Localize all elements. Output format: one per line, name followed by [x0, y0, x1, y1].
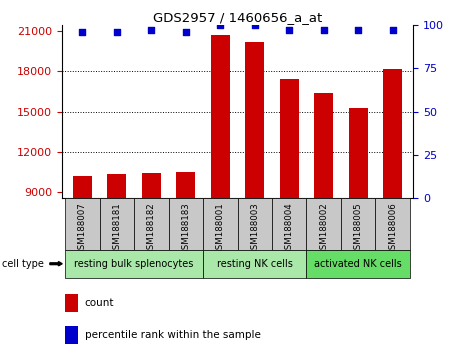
Bar — [65, 198, 100, 250]
Bar — [341, 198, 375, 250]
Text: GSM188003: GSM188003 — [250, 202, 259, 255]
Text: resting bulk splenocytes: resting bulk splenocytes — [75, 259, 194, 269]
Bar — [211, 35, 230, 198]
Text: percentile rank within the sample: percentile rank within the sample — [85, 330, 260, 340]
Point — [148, 27, 155, 33]
Text: GSM188183: GSM188183 — [181, 202, 190, 255]
Bar — [65, 250, 203, 278]
Bar — [73, 176, 92, 198]
Bar — [238, 198, 272, 250]
Bar — [375, 198, 410, 250]
Text: GSM188004: GSM188004 — [285, 202, 294, 255]
Point — [354, 27, 362, 33]
Text: cell type: cell type — [2, 259, 44, 269]
Point — [113, 29, 121, 35]
Text: GSM188006: GSM188006 — [388, 202, 397, 255]
Title: GDS2957 / 1460656_a_at: GDS2957 / 1460656_a_at — [153, 11, 322, 24]
Bar — [142, 173, 161, 198]
Text: resting NK cells: resting NK cells — [217, 259, 293, 269]
Text: GSM188001: GSM188001 — [216, 202, 225, 255]
Bar — [272, 198, 306, 250]
Point — [217, 22, 224, 28]
Point — [182, 29, 190, 35]
Text: GSM188182: GSM188182 — [147, 202, 156, 255]
Bar — [349, 108, 368, 198]
Point — [79, 29, 86, 35]
Bar — [383, 69, 402, 198]
Bar — [134, 198, 169, 250]
Text: GSM188007: GSM188007 — [78, 202, 87, 255]
Text: GSM188005: GSM188005 — [353, 202, 362, 255]
Bar — [203, 198, 238, 250]
Bar — [280, 80, 299, 198]
Point — [285, 27, 293, 33]
Text: GSM188181: GSM188181 — [113, 202, 122, 255]
Bar — [65, 295, 77, 312]
Bar — [306, 198, 341, 250]
Point — [320, 27, 327, 33]
Bar — [176, 172, 195, 198]
Text: activated NK cells: activated NK cells — [314, 259, 402, 269]
Text: count: count — [85, 298, 114, 308]
Bar — [65, 326, 77, 344]
Bar — [245, 42, 264, 198]
Bar — [314, 93, 333, 198]
Bar — [100, 198, 134, 250]
Bar — [107, 173, 126, 198]
Point — [389, 27, 396, 33]
Bar — [203, 250, 306, 278]
Text: GSM188002: GSM188002 — [319, 202, 328, 255]
Bar — [306, 250, 410, 278]
Bar — [169, 198, 203, 250]
Point — [251, 22, 258, 28]
